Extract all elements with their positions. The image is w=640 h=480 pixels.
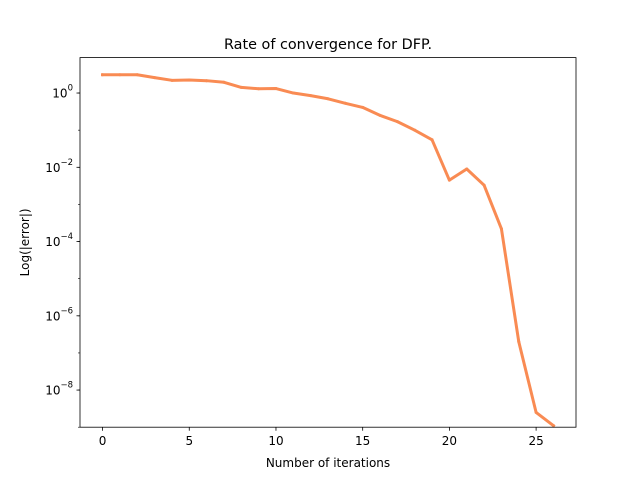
data-point — [395, 120, 399, 124]
data-point — [482, 183, 486, 187]
data-point — [187, 78, 191, 82]
y-tick-label: 10−2 — [45, 158, 73, 175]
x-tick-label: 25 — [528, 434, 543, 448]
data-point — [499, 227, 503, 231]
x-axis-label: Number of iterations — [266, 456, 390, 470]
data-point — [361, 105, 365, 109]
data-point — [257, 87, 261, 91]
data-point — [517, 340, 521, 344]
data-point — [205, 79, 209, 83]
series-layer — [101, 73, 556, 428]
y-axis-label: Log(|error|) — [18, 208, 32, 276]
x-tick-label: 20 — [442, 434, 457, 448]
x-tick-label: 10 — [268, 434, 283, 448]
data-point — [551, 424, 555, 428]
y-tick-label: 100 — [52, 84, 73, 101]
y-tick-label: 10−4 — [45, 232, 73, 249]
data-point — [309, 94, 313, 98]
plot-frame — [79, 57, 577, 428]
data-point — [534, 410, 538, 414]
x-tick-label: 0 — [99, 434, 107, 448]
data-point — [343, 101, 347, 105]
data-point — [430, 138, 434, 142]
data-point — [170, 78, 174, 82]
y-axis: 100 10−2 10−4 10−6 10−8 — [45, 84, 80, 428]
data-point — [326, 97, 330, 101]
y-tick-label: 10−8 — [45, 381, 73, 398]
data-point — [413, 128, 417, 132]
data-point — [291, 91, 295, 95]
data-point — [378, 113, 382, 117]
data-point — [135, 73, 139, 77]
y-tick-label: 10−6 — [45, 306, 73, 323]
x-tick-label: 5 — [185, 434, 193, 448]
data-point — [101, 73, 105, 77]
data-point — [465, 167, 469, 171]
x-axis: 0 5 10 15 20 25 — [99, 427, 544, 448]
chart-title: Rate of convergence for DFP. — [224, 37, 432, 53]
data-point — [274, 87, 278, 91]
plot-area — [80, 57, 576, 428]
data-point — [222, 80, 226, 84]
data-point — [118, 73, 122, 77]
x-tick-label: 15 — [355, 434, 370, 448]
data-point — [153, 76, 157, 80]
data-point — [447, 178, 451, 182]
data-point — [239, 85, 243, 89]
